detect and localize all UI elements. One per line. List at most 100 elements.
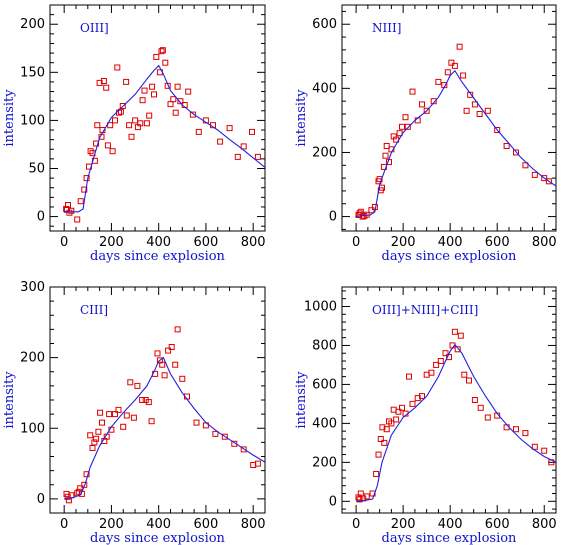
data-point (68, 207, 75, 214)
data-point (433, 361, 440, 368)
y-tick-label: 0 (37, 492, 45, 507)
data-point (454, 346, 461, 353)
y-axis-title: intensity (2, 89, 17, 147)
data-point (64, 493, 71, 500)
data-point (399, 404, 405, 411)
data-point (195, 128, 202, 135)
plot-frame (341, 286, 557, 514)
data-point (172, 109, 179, 116)
x-tick-label: 600 (194, 235, 219, 250)
data-point (128, 133, 135, 140)
data-point (359, 213, 366, 220)
data-point (466, 377, 472, 384)
data-point (106, 411, 113, 418)
data-point (126, 122, 133, 129)
data-point (234, 153, 241, 160)
data-point (91, 439, 98, 446)
data-point (77, 198, 84, 205)
data-point (93, 435, 100, 442)
data-point (151, 91, 157, 98)
y-axis-title: intensity (294, 89, 309, 147)
x-tick-label: 800 (532, 517, 557, 532)
data-point (141, 87, 148, 94)
data-point (137, 120, 144, 127)
data-point (484, 414, 491, 421)
data-point (451, 62, 458, 69)
data-point (513, 426, 519, 433)
data-point (396, 130, 403, 137)
data-point (375, 451, 382, 458)
data-point (158, 48, 165, 55)
model-curve (356, 69, 556, 218)
data-point (174, 83, 181, 90)
data-point (409, 400, 416, 407)
data-point (428, 369, 435, 376)
data-point (406, 373, 412, 380)
data-point (168, 344, 175, 350)
x-tick-label: 600 (485, 517, 510, 532)
data-point (165, 347, 172, 354)
data-point (409, 88, 416, 95)
data-point (87, 432, 94, 439)
y-tick-label: 150 (20, 65, 45, 80)
x-tick-label: 0 (60, 235, 68, 250)
data-point (104, 142, 111, 149)
data-point (134, 382, 141, 389)
data-point (419, 101, 425, 108)
data-point (382, 152, 389, 159)
data-point (174, 326, 181, 333)
data-point (99, 419, 105, 426)
data-point (83, 471, 90, 478)
data-point (161, 372, 168, 379)
data-point (119, 103, 126, 109)
data-point (451, 328, 458, 335)
model-curve (64, 356, 265, 500)
data-point (471, 397, 478, 403)
y-tick-label: 0 (329, 210, 337, 225)
data-point (448, 59, 455, 66)
y-tick-label: 50 (28, 161, 45, 176)
data-point (153, 53, 160, 60)
data-point (249, 128, 255, 135)
data-point (148, 418, 155, 425)
x-tick-label: 400 (146, 517, 171, 532)
y-tick-label: 200 (20, 17, 45, 32)
data-point (189, 111, 196, 118)
data-point (430, 98, 437, 105)
x-tick-label: 200 (99, 235, 124, 250)
data-point (383, 143, 390, 149)
data-point (154, 350, 161, 357)
y-tick-label: 200 (20, 351, 45, 366)
y-tick-label: 0 (329, 494, 337, 509)
x-tick-label: 200 (99, 517, 124, 532)
data-point (87, 148, 94, 155)
data-point (127, 379, 134, 386)
panel-label: OIII]+NIII]+CIII] (372, 303, 478, 317)
data-point (149, 83, 156, 90)
data-point (373, 471, 380, 477)
data-point (130, 414, 137, 421)
data-point (368, 207, 375, 214)
data-point (240, 143, 247, 150)
data-point (476, 111, 483, 117)
data-point (423, 107, 430, 114)
data-point (522, 162, 529, 169)
data-point (193, 419, 200, 426)
data-point (139, 97, 146, 104)
y-tick-label: 100 (20, 113, 45, 128)
data-point (74, 216, 81, 223)
data-point (399, 123, 405, 130)
data-point (170, 96, 177, 103)
x-tick-label: 400 (146, 235, 171, 250)
x-tick-label: 400 (438, 235, 463, 250)
y-tick-label: 800 (312, 338, 337, 353)
data-point (541, 175, 548, 182)
data-point (477, 404, 484, 411)
x-tick-label: 800 (241, 235, 266, 250)
data-point (77, 485, 84, 492)
data-point (115, 406, 122, 413)
data-point (185, 88, 192, 95)
data-point (95, 428, 102, 435)
